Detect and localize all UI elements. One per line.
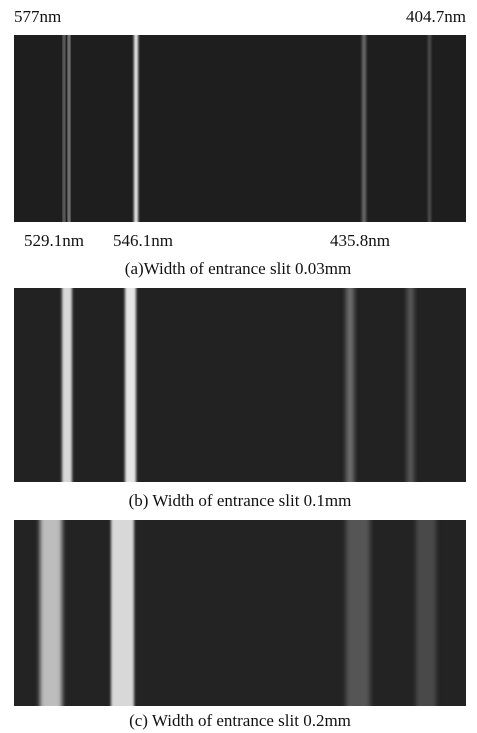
spectral-line <box>407 288 414 482</box>
wavelength-label: 404.7nm <box>406 7 466 26</box>
wavelength-label: 546.1nm <box>113 231 173 250</box>
wavelength-label: 577nm <box>14 7 61 26</box>
caption: (b) Width of entrance slit 0.1mm <box>129 491 352 510</box>
caption: (c) Width of entrance slit 0.2mm <box>129 711 351 730</box>
spectral-line <box>111 520 134 706</box>
spectrum-panel-a <box>14 35 466 222</box>
spectral-line <box>63 35 65 222</box>
spectral-line <box>362 35 366 222</box>
spectrum-background <box>14 35 466 222</box>
spectral-line <box>40 520 62 706</box>
spectrum-background <box>14 288 466 482</box>
spectral-line <box>125 288 136 482</box>
spectral-line <box>416 520 436 706</box>
spectrum-panel-b <box>14 288 466 482</box>
spectrum-background <box>14 520 466 706</box>
wavelength-label: 435.8nm <box>330 231 390 250</box>
spectral-line <box>134 35 138 222</box>
caption: (a)Width of entrance slit 0.03mm <box>125 259 351 278</box>
spectral-line <box>428 35 431 222</box>
spectrum-panel-c <box>14 520 466 706</box>
spectral-line <box>346 520 370 706</box>
spectral-line <box>68 35 70 222</box>
spectral-line <box>62 288 72 482</box>
wavelength-label: 529.1nm <box>24 231 84 250</box>
spectral-line <box>346 288 354 482</box>
